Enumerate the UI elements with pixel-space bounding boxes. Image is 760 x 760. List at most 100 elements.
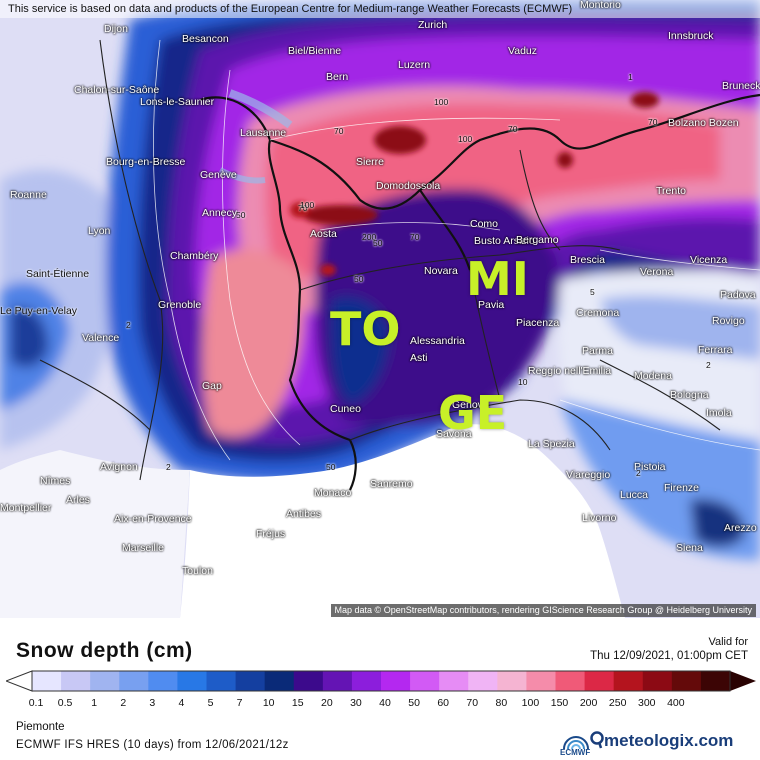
valid-time: Thu 12/09/2021, 01:00pm CET xyxy=(590,650,748,662)
city-label: Livorno xyxy=(582,512,617,524)
city-label: Savona xyxy=(436,428,472,440)
legend-tick-label: 15 xyxy=(291,697,304,709)
legend-tick-label: 300 xyxy=(637,697,656,709)
city-label: Novara xyxy=(424,265,458,277)
legend-ticks: 0.1 0.5 1 2 3 4 5 7 10 15 20 30 40 50 60 70 80 100 150 200 2… xyxy=(0,697,760,711)
city-label: Verona xyxy=(640,266,674,278)
legend-tick-label: 3 xyxy=(149,697,156,709)
model-run: ECMWF IFS HRES (10 days) from 12/06/2021… xyxy=(16,739,289,751)
city-label: Luzern xyxy=(398,59,431,71)
city-label: Modena xyxy=(634,370,672,382)
city-label: Sanremo xyxy=(370,478,413,490)
contour-value-label: 200 xyxy=(362,232,377,242)
legend-color-cell xyxy=(613,671,644,691)
chart-title: Snow depth (cm) xyxy=(16,639,193,662)
legend-tick-label: 60 xyxy=(437,697,449,709)
legend-tick-label: 7 xyxy=(236,697,243,709)
city-label: Pavia xyxy=(478,299,505,311)
legend-tick-label: 20 xyxy=(320,697,333,709)
city-label: Genova xyxy=(452,399,489,411)
city-label: Domodossola xyxy=(376,180,441,192)
legend-color-cell xyxy=(119,671,149,691)
city-label: Como xyxy=(470,218,499,230)
city-label: Viareggio xyxy=(566,469,611,481)
legend-color-cell xyxy=(439,671,469,691)
legend-tick-label: 200 xyxy=(579,697,598,709)
legend-tick-label: 30 xyxy=(350,697,362,709)
legend-tick-label: 80 xyxy=(495,697,508,709)
contour-value-label: 10 xyxy=(518,377,528,387)
snow-depth-map[interactable]: This service is based on data and produc… xyxy=(0,0,760,618)
ecmwf-banner: This service is based on data and produc… xyxy=(0,0,760,18)
city-label: Lucca xyxy=(620,489,649,501)
legend-tick-label: 5 xyxy=(207,697,214,709)
legend-tick-label: 4 xyxy=(178,697,185,709)
region-name: Piemonte xyxy=(16,721,65,733)
city-label: Marseille xyxy=(122,542,165,554)
legend-color-cell xyxy=(264,671,295,691)
legend-tick-label: 40 xyxy=(379,697,391,709)
city-label: Roanne xyxy=(10,189,47,201)
contour-value-label: 1 xyxy=(628,72,633,82)
legend-color-cell xyxy=(410,671,440,691)
map-attribution[interactable]: Map data © OpenStreetMap contributors, r… xyxy=(330,604,756,617)
legend-color-cell xyxy=(322,671,353,691)
city-label: Bruneck Brunico xyxy=(722,80,760,92)
legend-color-cell xyxy=(351,671,382,691)
city-label: Piacenza xyxy=(516,317,560,329)
city-label: Imola xyxy=(706,407,732,419)
contour-value-label: 100 xyxy=(458,134,473,144)
city-label: Siena xyxy=(676,542,703,554)
legend-tick-label: 50 xyxy=(408,697,420,709)
city-label: Avignon xyxy=(100,461,138,473)
city-label: Bern xyxy=(326,71,349,83)
contour-value-label: 2 xyxy=(126,320,131,330)
city-label: Besancon xyxy=(182,33,229,45)
city-label: Asti xyxy=(410,352,428,364)
contour-value-label: 2 xyxy=(706,360,711,370)
city-label: Vaduz xyxy=(508,45,537,57)
city-label: Gap xyxy=(202,380,222,392)
city-label: Brescia xyxy=(570,254,606,266)
ecmwf-logo-text: ECMWF xyxy=(560,748,591,757)
legend-color-cell xyxy=(671,671,702,691)
city-label: Nîmes xyxy=(40,475,71,487)
ecmwf-logo xyxy=(563,736,589,750)
city-label: Innsbruck xyxy=(668,30,714,42)
legend-tick-label: 0.1 xyxy=(28,697,44,709)
contour-value-label: 50 xyxy=(373,238,383,248)
legend-tick-label: 400 xyxy=(667,697,685,709)
city-label: Chalon-sur-Saône xyxy=(74,84,160,96)
legend-color-cell xyxy=(206,671,237,691)
legend-color-cell xyxy=(293,671,324,691)
overlay-label-mi: MI xyxy=(466,252,529,306)
contour-value-label: 70 xyxy=(508,124,518,134)
city-label: Monaco xyxy=(314,487,352,499)
legend-color-cell xyxy=(584,671,615,691)
legend-color-cell xyxy=(381,671,411,691)
legend-color-cell xyxy=(148,671,178,691)
legend-color-cell xyxy=(468,671,498,691)
contour-value-label: 2 xyxy=(636,468,641,478)
city-label: La Spezia xyxy=(528,438,575,450)
contour-value-label: 100 xyxy=(434,97,449,107)
legend-color-cell xyxy=(700,671,731,691)
city-label: Montorio xyxy=(580,0,621,11)
meteologix-brand[interactable]: meteologix.com xyxy=(604,731,734,750)
city-label: Alessandria xyxy=(410,335,465,347)
contour-value-label: 50 xyxy=(354,274,364,284)
city-label: Zurich xyxy=(418,19,448,31)
contour-value-label: 70 xyxy=(298,203,308,213)
city-label: Lons-le-Saunier xyxy=(140,96,215,108)
city-label: Grenoble xyxy=(158,299,202,311)
city-label: Aix-en-Provence xyxy=(114,513,192,525)
city-label: Vicenza xyxy=(690,254,728,266)
legend-tick-label: 100 xyxy=(521,697,540,709)
city-label: Lausanne xyxy=(240,127,287,139)
city-label: Padova xyxy=(720,289,756,301)
city-label: Firenze xyxy=(664,482,700,494)
legend-color-cell xyxy=(555,671,586,691)
legend-color-cell xyxy=(235,671,266,691)
city-label: Cuneo xyxy=(330,403,361,415)
legend-over-arrow xyxy=(730,671,756,691)
